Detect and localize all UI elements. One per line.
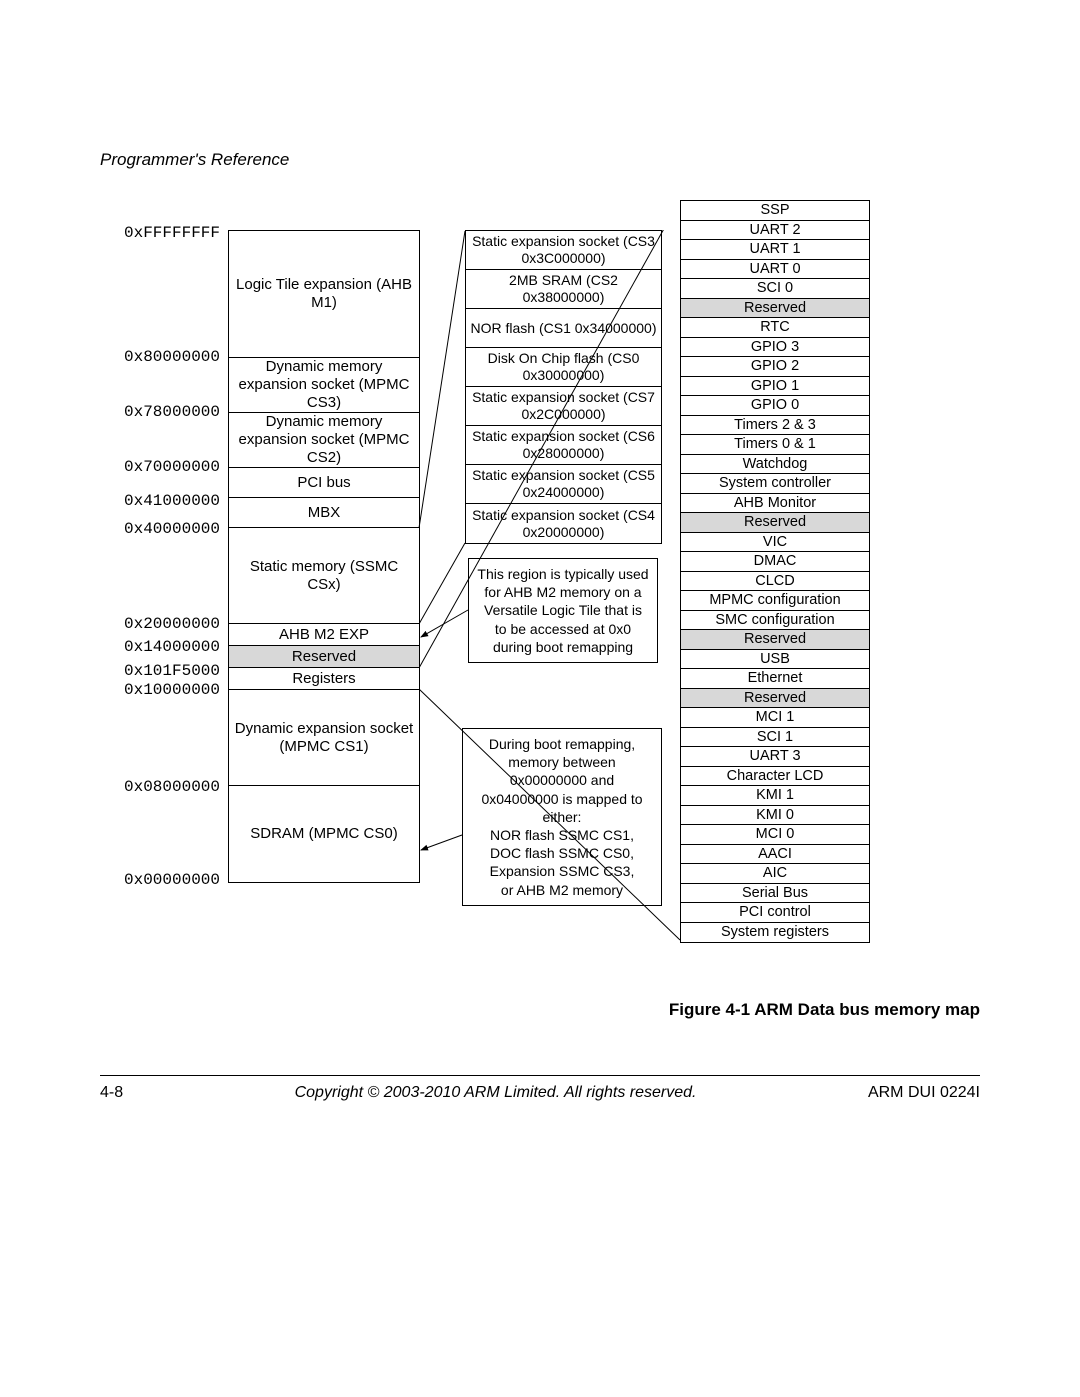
memory-region: Dynamic expansion socket (MPMC CS1) — [229, 690, 419, 786]
memory-region: AHB M2 EXP — [229, 624, 419, 646]
footer-doc-id: ARM DUI 0224I — [868, 1084, 980, 1102]
address-label: 0x14000000 — [124, 638, 220, 656]
register-region: DMAC — [681, 552, 869, 572]
register-region: Ethernet — [681, 669, 869, 689]
register-region: SSP — [681, 201, 869, 221]
address-label: 0x40000000 — [124, 520, 220, 538]
figure-caption: Figure 4-1 ARM Data bus memory map — [580, 1000, 980, 1020]
static-memory-region: Static expansion socket (CS5 0x24000000) — [466, 465, 661, 504]
register-region: KMI 0 — [681, 806, 869, 826]
register-region: Reserved — [681, 689, 869, 709]
register-region: AIC — [681, 864, 869, 884]
static-memory-region: Static expansion socket (CS6 0x28000000) — [466, 426, 661, 465]
register-region: GPIO 2 — [681, 357, 869, 377]
register-region: Reserved — [681, 513, 869, 533]
address-label: 0x41000000 — [124, 492, 220, 510]
register-region: UART 1 — [681, 240, 869, 260]
memory-region: PCI bus — [229, 468, 419, 498]
note-box-ahb: This region is typically used for AHB M2… — [468, 558, 658, 663]
register-region: GPIO 3 — [681, 338, 869, 358]
register-region: Timers 2 & 3 — [681, 416, 869, 436]
address-label: 0x101F5000 — [124, 662, 220, 680]
register-region: UART 3 — [681, 747, 869, 767]
memory-map-diagram: 0xFFFFFFFF0x800000000x780000000x70000000… — [100, 230, 980, 960]
register-region: PCI control — [681, 903, 869, 923]
register-region: Watchdog — [681, 455, 869, 475]
memory-region: Logic Tile expansion (AHB M1) — [229, 231, 419, 358]
register-region: MCI 0 — [681, 825, 869, 845]
register-region: SCI 0 — [681, 279, 869, 299]
static-memory-region: Static expansion socket (CS7 0x2C000000) — [466, 387, 661, 426]
memory-region: Dynamic memory expansion socket (MPMC CS… — [229, 413, 419, 468]
address-label: 0x20000000 — [124, 615, 220, 633]
memory-region: Registers — [229, 668, 419, 690]
footer-copyright: Copyright © 2003-2010 ARM Limited. All r… — [295, 1084, 697, 1102]
address-label: 0x80000000 — [124, 348, 220, 366]
register-region: SMC configuration — [681, 611, 869, 631]
static-memory-detail-column: Static expansion socket (CS3 0x3C000000)… — [465, 230, 662, 544]
address-label: 0x78000000 — [124, 403, 220, 421]
footer-page-number: 4-8 — [100, 1084, 123, 1102]
page-footer: 4-8 Copyright © 2003-2010 ARM Limited. A… — [100, 1075, 980, 1102]
register-region: AHB Monitor — [681, 494, 869, 514]
register-region: System controller — [681, 474, 869, 494]
static-memory-region: Disk On Chip flash (CS0 0x30000000) — [466, 348, 661, 387]
register-region: USB — [681, 650, 869, 670]
register-region: Character LCD — [681, 767, 869, 787]
address-label: 0x70000000 — [124, 458, 220, 476]
register-region: CLCD — [681, 572, 869, 592]
address-label: 0x00000000 — [124, 871, 220, 889]
static-memory-region: 2MB SRAM (CS2 0x38000000) — [466, 270, 661, 309]
register-region: MCI 1 — [681, 708, 869, 728]
register-region: Serial Bus — [681, 884, 869, 904]
register-region: UART 0 — [681, 260, 869, 280]
register-region: RTC — [681, 318, 869, 338]
main-memory-column: Logic Tile expansion (AHB M1)Dynamic mem… — [228, 230, 420, 883]
register-region: VIC — [681, 533, 869, 553]
static-memory-region: NOR flash (CS1 0x34000000) — [466, 309, 661, 348]
register-region: UART 2 — [681, 221, 869, 241]
static-memory-region: Static expansion socket (CS3 0x3C000000) — [466, 231, 661, 270]
note-box-boot-remap: During boot remapping, memory between 0x… — [462, 728, 662, 906]
register-region: KMI 1 — [681, 786, 869, 806]
register-region: SCI 1 — [681, 728, 869, 748]
address-label: 0xFFFFFFFF — [124, 224, 220, 242]
page-header: Programmer's Reference — [100, 150, 980, 170]
register-region: GPIO 0 — [681, 396, 869, 416]
static-memory-region: Static expansion socket (CS4 0x20000000) — [466, 504, 661, 543]
register-region: System registers — [681, 923, 869, 943]
register-region: MPMC configuration — [681, 591, 869, 611]
memory-region: MBX — [229, 498, 419, 528]
register-detail-column: SSPUART 2UART 1UART 0SCI 0ReservedRTCGPI… — [680, 200, 870, 943]
register-region: Timers 0 & 1 — [681, 435, 869, 455]
register-region: AACI — [681, 845, 869, 865]
register-region: Reserved — [681, 630, 869, 650]
address-label: 0x10000000 — [124, 681, 220, 699]
memory-region: SDRAM (MPMC CS0) — [229, 786, 419, 882]
address-label: 0x08000000 — [124, 778, 220, 796]
register-region: GPIO 1 — [681, 377, 869, 397]
memory-region: Dynamic memory expansion socket (MPMC CS… — [229, 358, 419, 413]
memory-region: Static memory (SSMC CSx) — [229, 528, 419, 624]
register-region: Reserved — [681, 299, 869, 319]
memory-region: Reserved — [229, 646, 419, 668]
